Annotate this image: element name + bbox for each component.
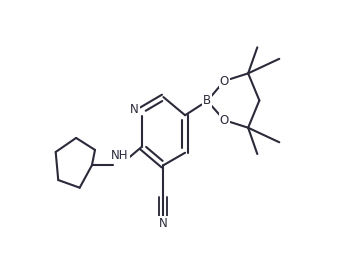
Text: NH: NH (111, 149, 129, 162)
Text: N: N (130, 103, 139, 116)
Text: O: O (219, 114, 229, 127)
Text: B: B (203, 94, 211, 107)
Text: O: O (219, 75, 229, 87)
Text: N: N (159, 217, 168, 230)
